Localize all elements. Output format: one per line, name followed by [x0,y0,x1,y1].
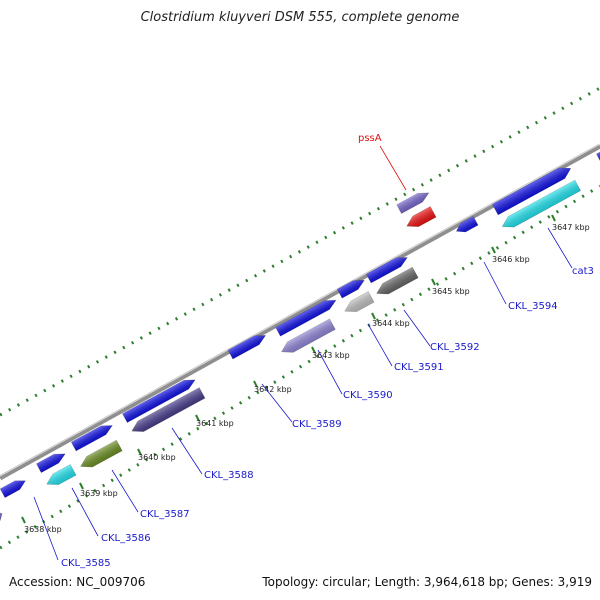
gene-label-pssa[interactable]: pssA [358,133,382,144]
gene-label-ckl-3592[interactable]: CKL_3592 [430,342,480,353]
label-leader-line [171,427,203,475]
scale-label: 3642 kbp [254,385,292,394]
gene-arrow-shading [131,387,205,432]
scale-tick [195,414,200,422]
scale-label: 3647 kbp [552,223,590,232]
label-leader-line [403,309,431,347]
label-leader-line [483,261,507,305]
scale-tick [431,278,436,286]
gene-arrow-shading [0,480,26,498]
gene-label-ckl-3589[interactable]: CKL_3589 [292,419,342,430]
gene-arrow-shading [502,180,581,228]
gene-arrow-shading [366,257,408,283]
inner-dotted-ring [0,184,600,550]
gene-label-cat3[interactable]: cat3 [572,266,594,277]
scale-tick [79,482,84,490]
gene-labels: CKL_3585 CKL_3586 CKL_3587 CKL_3588 CKL_… [61,133,594,569]
gene-arrow-shading [344,291,375,312]
label-leader-line [71,487,99,537]
gene-arrow-shading [46,464,77,485]
scale-label: 3640 kbp [138,453,176,462]
outer-dotted-ring [0,86,600,417]
label-leader-line [547,227,573,269]
gene-arrow-shading [80,440,123,468]
scale-label: 3638 kbp [24,525,62,534]
gene-arrow-shading [376,267,419,295]
scale-labels: 3638 kbp 3639 kbp 3640 kbp 3641 kbp 3642… [24,223,590,534]
scale-label: 3643 kbp [312,351,350,360]
gene-arrow-shading [122,379,196,423]
accession-text: Accession: NC_009706 [9,575,146,589]
gene-arrow-shading [492,167,571,215]
gene-label-ckl-3586[interactable]: CKL_3586 [101,533,151,544]
gene-arrow-shading [228,335,266,359]
scale-label: 3645 kbp [432,287,470,296]
gene-arrow-shading [281,318,336,353]
gene-features [0,149,600,526]
map-title: Clostridium kluyveri DSM 555, complete g… [140,10,460,25]
gene-arrow-shading [456,216,479,232]
scale-tick [311,346,316,354]
label-leader-line [111,469,139,513]
scale-tick [253,380,258,388]
label-leader-line [33,496,59,561]
gene-label-ckl-3588[interactable]: CKL_3588 [204,470,254,481]
label-leader-line [261,383,293,423]
genome-summary-text: Topology: circular; Length: 3,964,618 bp… [262,575,592,589]
gene-arrow-shading [406,206,437,227]
scale-label: 3639 kbp [80,489,118,498]
scale-ticks [21,214,556,524]
gene-arrow[interactable] [0,509,5,526]
genome-backbone-highlight [0,143,600,477]
gene-arrow-shading [71,425,113,451]
scale-label: 3644 kbp [372,319,410,328]
gene-label-ckl-3590[interactable]: CKL_3590 [343,390,393,401]
gene-label-ckl-3587[interactable]: CKL_3587 [140,509,190,520]
scale-tick [491,246,496,254]
scale-label: 3646 kbp [492,255,530,264]
label-leader-line [379,145,407,191]
label-leader-line [367,323,393,367]
scale-tick [551,214,556,222]
label-leader-line [317,349,343,395]
gene-label-ckl-3594[interactable]: CKL_3594 [508,301,558,312]
scale-label: 3641 kbp [196,419,234,428]
gene-arrow-shading [396,192,429,214]
gene-arrow-shading [337,280,365,299]
scale-tick [371,312,376,320]
gene-label-ckl-3585[interactable]: CKL_3585 [61,558,111,569]
scale-tick [21,516,26,524]
label-leaders [33,145,573,561]
gene-arrow-shading [0,511,3,525]
gene-arrow-shading [275,300,336,337]
gene-arrow-shading [36,453,66,473]
gene-label-ckl-3591[interactable]: CKL_3591 [394,362,444,373]
scale-tick [137,448,142,456]
